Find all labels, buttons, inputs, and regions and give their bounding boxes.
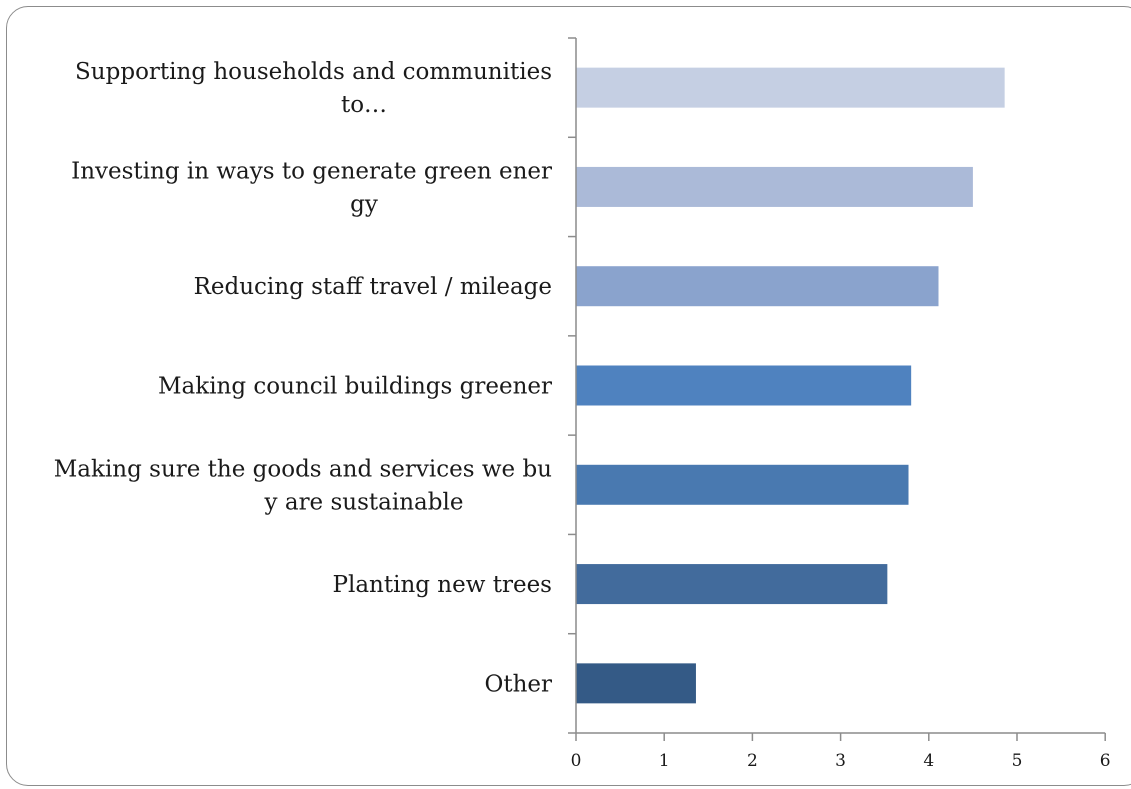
category-label-line: Planting new trees — [333, 572, 553, 598]
x-tick-label: 2 — [747, 751, 758, 771]
bar-7 — [576, 663, 696, 704]
category-label: Other — [484, 671, 552, 697]
x-tick-label: 3 — [835, 751, 846, 771]
bar-4 — [576, 365, 912, 406]
category-label: Reducing staff travel / mileage — [194, 274, 552, 300]
category-label: Making council buildings greener — [158, 374, 552, 400]
category-label-line: Reducing staff travel / mileage — [194, 274, 552, 300]
category-label: Planting new trees — [333, 572, 553, 598]
x-tick-label: 5 — [1012, 751, 1023, 771]
x-tick-label: 4 — [923, 751, 934, 771]
category-label: Making sure the goods and services we bu… — [54, 456, 552, 515]
category-label: Supporting households and communities to… — [75, 59, 552, 118]
bar-3 — [576, 266, 939, 307]
x-tick-label: 6 — [1100, 751, 1111, 771]
category-label-line: Making council buildings greener — [158, 374, 552, 400]
bar-2 — [576, 166, 973, 207]
bar-6 — [576, 564, 888, 605]
category-label-line: gy — [350, 191, 378, 217]
category-label-line: Supporting households and communities — [75, 59, 552, 85]
chart-frame — [6, 6, 1131, 786]
category-label: Investing in ways to generate green ener… — [71, 158, 552, 217]
category-label-line: y are sustainable — [264, 489, 464, 515]
category-label-line: Other — [484, 671, 552, 697]
category-label-line: to… — [341, 92, 387, 118]
bar-1 — [576, 67, 1005, 108]
category-label-line: Making sure the goods and services we bu — [54, 456, 552, 482]
bar-5 — [576, 464, 909, 505]
category-label-line: Investing in ways to generate green ener — [71, 158, 552, 184]
x-tick-label: 1 — [659, 751, 670, 771]
x-tick-label: 0 — [571, 751, 582, 771]
